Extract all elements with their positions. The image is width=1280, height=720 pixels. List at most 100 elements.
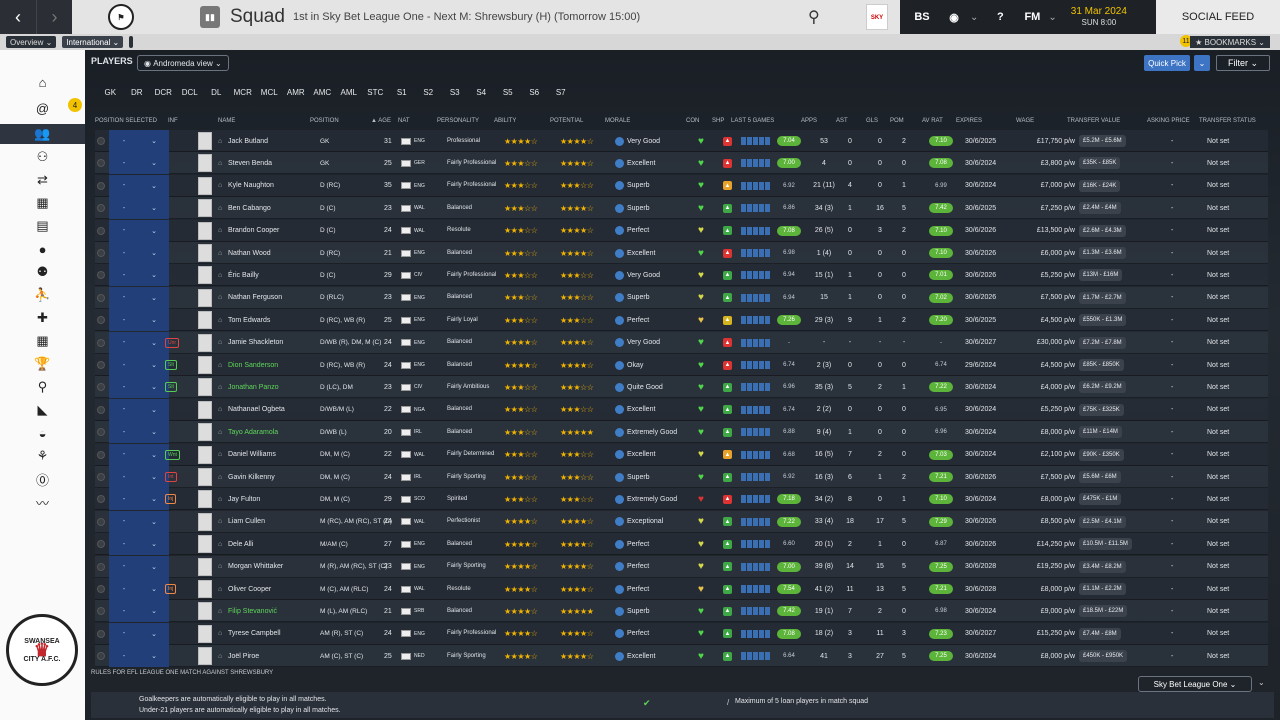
row-checkbox[interactable]	[97, 383, 105, 392]
table-row[interactable]: - ⌄ Slt ⌂ Jonathan Panzo D (LC), DM 23 CIV Fairl…	[95, 376, 1268, 399]
transfer-value[interactable]: £35K - £85K	[1079, 157, 1121, 170]
tab-position[interactable]: DCL	[181, 88, 198, 97]
transfer-value[interactable]: £1.3M - £3.6M	[1079, 247, 1126, 259]
position-selected-dash[interactable]: -	[109, 510, 139, 533]
sidebar-item-development[interactable]: ◒	[0, 423, 85, 443]
transfer-status[interactable]: Not set	[1207, 652, 1230, 660]
select-checkbox-cell[interactable]	[97, 466, 107, 488]
position-selected-dash[interactable]: -	[109, 443, 139, 466]
table-row[interactable]: - ⌄ ⌂ Filip Stevanović M (L), AM (RLC) 21 SRB B…	[95, 600, 1268, 623]
player-name[interactable]: Jack Butland	[228, 137, 269, 145]
sidebar-item-finances[interactable]: ⓪	[0, 469, 85, 489]
transfer-value[interactable]: £7.2M - £7.8M	[1079, 336, 1126, 349]
transfer-value[interactable]: £11M - £14M	[1079, 426, 1122, 439]
row-checkbox[interactable]	[97, 562, 105, 571]
tab-position[interactable]: MCL	[260, 88, 278, 97]
transfer-status[interactable]: Not set	[1207, 563, 1230, 571]
position-selected-chevron[interactable]: ⌄	[139, 286, 169, 309]
transfer-status[interactable]: Not set	[1207, 271, 1230, 279]
table-row[interactable]: - ⌄ Inj ⌂ Jay Fulton DM, M (C) 29 SCO Spirited ★★…	[95, 488, 1268, 511]
select-checkbox-cell[interactable]	[97, 130, 107, 152]
position-selected-chevron[interactable]: ⌄	[139, 309, 169, 332]
table-row[interactable]: - ⌄ ⌂ Éric Bailly D (C) 29 CIV Fairly Professio…	[95, 264, 1268, 287]
transfer-status[interactable]: Not set	[1207, 383, 1230, 391]
transfer-status[interactable]: Not set	[1207, 339, 1230, 347]
view-dropdown[interactable]: ◉ Andromeda view ⌄	[137, 55, 229, 71]
select-checkbox-cell[interactable]	[97, 645, 107, 667]
position-selected-dash[interactable]: -	[109, 533, 139, 556]
transfer-value[interactable]: £2.6M - £4.3M	[1079, 224, 1126, 237]
sidebar-item-club-info[interactable]: ⚘	[0, 446, 85, 466]
table-row[interactable]: - ⌄ ⌂ Nathanael Ogbeta D/WB/M (L) 22 NGA Balanc…	[95, 398, 1268, 421]
select-checkbox-cell[interactable]	[97, 399, 107, 421]
player-name[interactable]: Éric Bailly	[228, 271, 259, 279]
select-checkbox-cell[interactable]	[97, 287, 107, 309]
table-row[interactable]: - ⌄ Inj ⌂ Oliver Cooper M (C), AM (RLC) 24 WAL R…	[95, 578, 1268, 600]
tab-position[interactable]: S4	[476, 88, 487, 97]
select-checkbox-cell[interactable]	[97, 152, 107, 174]
sidebar-item-squad[interactable]: 👥	[0, 124, 85, 144]
position-selected-chevron[interactable]: ⌄	[139, 421, 169, 444]
fm-menu-icon[interactable]: FM	[1024, 11, 1041, 23]
sidebar-item-transfers[interactable]: ⚲	[0, 377, 85, 397]
position-selected-dash[interactable]: -	[109, 309, 139, 332]
transfer-status[interactable]: Not set	[1207, 249, 1230, 257]
player-name[interactable]: Morgan Whittaker	[228, 563, 284, 571]
tab-position[interactable]: DL	[211, 88, 222, 97]
table-row[interactable]: - ⌄ ⌂ Liam Cullen M (RC), AM (RC), ST (C) 24 W…	[95, 510, 1268, 533]
col-gls[interactable]: GLS	[866, 118, 879, 124]
col-apps[interactable]: APPS	[801, 118, 818, 124]
player-name[interactable]: Ben Cabango	[228, 204, 271, 212]
table-row[interactable]: - ⌄ ⌂ Morgan Whittaker M (R), AM (RC), ST (C…	[95, 555, 1268, 578]
select-checkbox-cell[interactable]	[97, 264, 107, 286]
position-selected-dash[interactable]: -	[109, 264, 139, 287]
tab-position[interactable]: S3	[449, 88, 460, 97]
transfer-status[interactable]: Not set	[1207, 182, 1230, 190]
col-con[interactable]: CON	[686, 118, 700, 124]
row-checkbox[interactable]	[97, 607, 105, 616]
back-button[interactable]: ‹	[0, 0, 36, 34]
position-selected-dash[interactable]: -	[109, 600, 139, 623]
position-selected-chevron[interactable]: ⌄	[139, 578, 169, 600]
select-checkbox-cell[interactable]	[97, 556, 107, 578]
sidebar-item-dynamics[interactable]: ⚇	[0, 147, 85, 167]
row-checkbox[interactable]	[97, 540, 105, 549]
col-morale[interactable]: MORALE	[605, 118, 631, 124]
table-row[interactable]: - ⌄ ⌂ Joël Piroe AM (C), ST (C) 25 NED Fairly S…	[95, 645, 1268, 668]
select-checkbox-cell[interactable]	[97, 376, 107, 398]
player-name[interactable]: Jamie Shackleton	[228, 339, 284, 347]
transfer-status[interactable]: Not set	[1207, 294, 1230, 302]
col-pos-selected[interactable]: POSITION SELECTED	[95, 118, 158, 124]
position-selected-chevron[interactable]: ⌄	[139, 174, 169, 197]
player-name[interactable]: Kyle Naughton	[228, 182, 274, 190]
international-dropdown[interactable]: International ⌄	[62, 36, 124, 48]
transfer-value[interactable]: £5.6M - £6M	[1079, 471, 1121, 483]
sidebar-item-tactics[interactable]: ▦	[0, 193, 85, 213]
sidebar-item-club-vision[interactable]: ◣	[0, 400, 85, 420]
tab-position[interactable]: GK	[104, 88, 117, 97]
position-selected-chevron[interactable]: ⌄	[139, 331, 169, 354]
select-checkbox-cell[interactable]	[97, 444, 107, 466]
quick-pick-dropdown[interactable]: ⌄	[1194, 55, 1210, 71]
table-row[interactable]: - ⌄ ⌂ Steven Benda GK 25 GER Fairly Professiona…	[95, 152, 1268, 175]
row-checkbox[interactable]	[97, 338, 105, 347]
col-name[interactable]: NAME	[218, 118, 236, 124]
position-selected-chevron[interactable]: ⌄	[139, 354, 169, 376]
collapse-rules-icon[interactable]: ⌄	[1258, 678, 1265, 687]
position-selected-chevron[interactable]: ⌄	[139, 533, 169, 556]
table-row[interactable]: - ⌄ ⌂ Tyrese Campbell AM (R), ST (C) 24 ENG Fai…	[95, 622, 1268, 645]
transfer-value[interactable]: £550K - £1.3M	[1079, 314, 1127, 327]
select-checkbox-cell[interactable]	[97, 421, 107, 443]
transfer-status[interactable]: Not set	[1207, 540, 1230, 548]
league-badge[interactable]: SKY BET	[866, 4, 888, 47]
transfer-status[interactable]: Not set	[1207, 630, 1230, 638]
forward-button[interactable]: ›	[36, 0, 72, 34]
row-checkbox[interactable]	[97, 316, 105, 325]
position-selected-chevron[interactable]: ⌄	[139, 600, 169, 623]
col-asking-price[interactable]: ASKING PRICE	[1147, 118, 1190, 124]
tab-position[interactable]: S5	[502, 88, 513, 97]
position-selected-chevron[interactable]: ⌄	[139, 622, 169, 645]
col-expires[interactable]: EXPIRES	[956, 118, 983, 124]
col-avrat[interactable]: AV RAT	[922, 118, 943, 124]
transfer-value[interactable]: £18.5M - £22M	[1079, 605, 1128, 618]
